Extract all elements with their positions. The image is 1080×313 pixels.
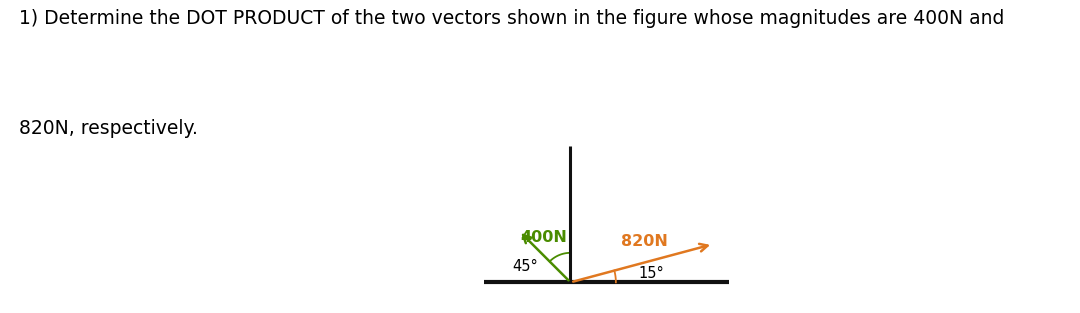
Text: 820N, respectively.: 820N, respectively. (19, 119, 199, 138)
Text: 45°: 45° (512, 259, 538, 274)
Text: 15°: 15° (638, 266, 664, 281)
Text: 400N: 400N (521, 230, 568, 245)
Text: 1) Determine the DOT PRODUCT of the two vectors shown in the figure whose magnit: 1) Determine the DOT PRODUCT of the two … (19, 9, 1004, 28)
Text: 820N: 820N (621, 234, 669, 249)
